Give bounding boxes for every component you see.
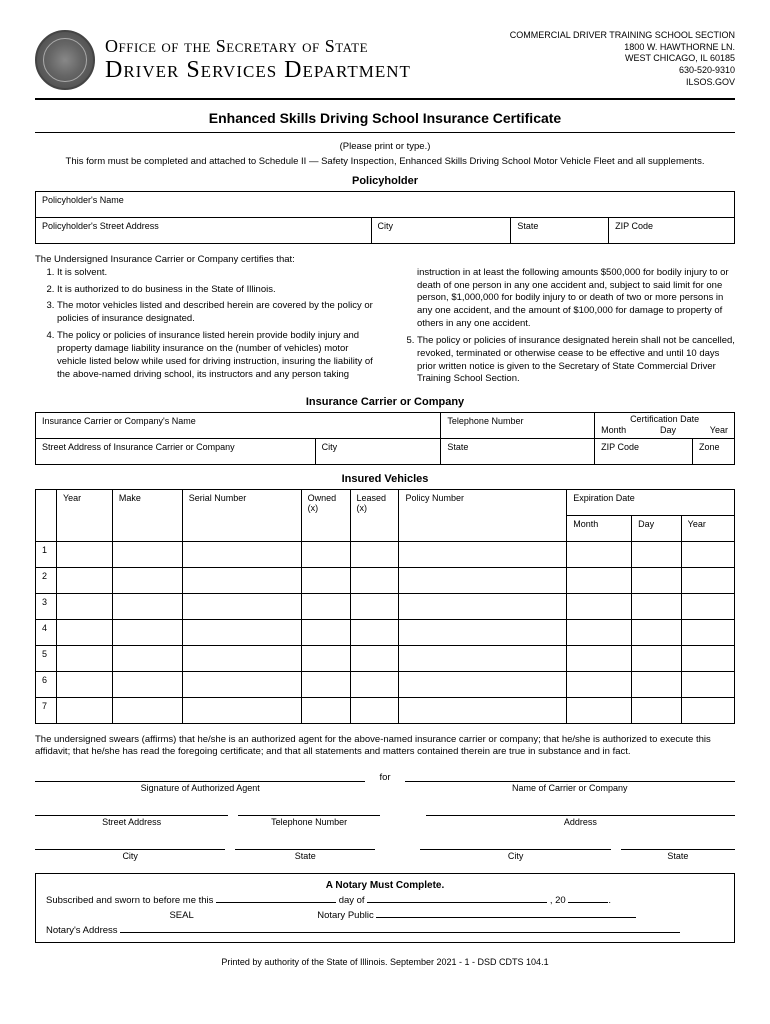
table-row: 7 xyxy=(36,698,735,724)
carrier-city-field[interactable]: City xyxy=(315,439,441,465)
cert-date-label: Certification Date xyxy=(595,413,734,425)
cert-item-3: The motor vehicles listed and described … xyxy=(57,300,375,326)
state-line-2[interactable] xyxy=(621,849,735,850)
signature-row-1: Signature of Authorized Agent for Name o… xyxy=(35,767,735,793)
carrier-heading: Insurance Carrier or Company xyxy=(35,396,735,408)
affirmation-text: The undersigned swears (affirms) that he… xyxy=(35,734,735,759)
notary-public-blank[interactable] xyxy=(376,917,636,918)
address-label: Address xyxy=(426,817,735,827)
title-divider xyxy=(35,132,735,133)
col-owned: Owned(x) xyxy=(301,490,350,542)
notary-public-label: Notary Public xyxy=(317,910,374,921)
col-leased: Leased(x) xyxy=(350,490,399,542)
certification-intro: The Undersigned Insurance Carrier or Com… xyxy=(35,254,735,267)
website: ILSOS.GOV xyxy=(510,77,735,89)
section-name: COMMERCIAL DRIVER TRAINING SCHOOL SECTIO… xyxy=(510,30,735,42)
city-label-2: City xyxy=(420,851,610,861)
notary-address-blank[interactable] xyxy=(120,932,680,933)
carrier-zip-field[interactable]: ZIP Code xyxy=(595,439,693,465)
notary-address-label: Notary's Address xyxy=(46,925,118,936)
notary-box: A Notary Must Complete. Subscribed and s… xyxy=(35,873,735,943)
instruction-attach: This form must be completed and attached… xyxy=(35,156,735,167)
notary-day-blank[interactable] xyxy=(216,902,336,903)
carrier-address-field[interactable]: Street Address of Insurance Carrier or C… xyxy=(36,439,316,465)
footer-text: Printed by authority of the State of Ill… xyxy=(35,957,735,967)
notary-year-blank[interactable] xyxy=(568,902,608,903)
carrier-name-line[interactable] xyxy=(405,781,735,782)
carrier-state-field[interactable]: State xyxy=(441,439,595,465)
cert-item-1: It is solvent. xyxy=(57,267,375,280)
cert-item-2: It is authorized to do business in the S… xyxy=(57,284,375,297)
policyholder-name-field[interactable]: Policyholder's Name xyxy=(36,192,735,218)
office-name: Office of the Secretary of State xyxy=(105,36,411,57)
table-row: 3 xyxy=(36,594,735,620)
col-expiration: Expiration Date xyxy=(567,490,735,516)
header-divider xyxy=(35,98,735,100)
table-row: 5 xyxy=(36,646,735,672)
state-line-1[interactable] xyxy=(235,849,375,850)
certification-block: The Undersigned Insurance Carrier or Com… xyxy=(35,254,735,386)
for-text: for xyxy=(375,772,394,783)
col-policy: Policy Number xyxy=(399,490,567,542)
policyholder-table: Policyholder's Name Policyholder's Stree… xyxy=(35,191,735,244)
phone-label: Telephone Number xyxy=(238,817,380,827)
header-left: Office of the Secretary of State Driver … xyxy=(35,30,411,90)
carrier-certdate-field[interactable]: Certification Date Month Day Year xyxy=(595,413,735,439)
header-contact: COMMERCIAL DRIVER TRAINING SCHOOL SECTIO… xyxy=(510,30,735,88)
col-make: Make xyxy=(112,490,182,542)
form-title: Enhanced Skills Driving School Insurance… xyxy=(35,110,735,126)
carrier-phone-field[interactable]: Telephone Number xyxy=(441,413,595,439)
carrier-name-field[interactable]: Insurance Carrier or Company's Name xyxy=(36,413,441,439)
cert-month-label: Month xyxy=(601,425,626,435)
policyholder-city-field[interactable]: City xyxy=(371,218,511,244)
city-label-1: City xyxy=(35,851,225,861)
agent-signature-line[interactable] xyxy=(35,781,365,782)
cert-day-label: Day xyxy=(660,425,676,435)
notary-sworn-line: Subscribed and sworn to before me this d… xyxy=(46,895,724,906)
phone-line[interactable] xyxy=(238,815,380,816)
state-label-1: State xyxy=(235,851,375,861)
instruction-print: (Please print or type.) xyxy=(35,141,735,152)
state-seal-icon xyxy=(35,30,95,90)
department-titles: Office of the Secretary of State Driver … xyxy=(105,36,411,84)
col-exp-day: Day xyxy=(632,516,682,542)
table-row: 4 xyxy=(36,620,735,646)
policyholder-heading: Policyholder xyxy=(35,175,735,187)
carrier-zone-field[interactable]: Zone xyxy=(693,439,735,465)
signature-row-3: City State City State xyxy=(35,835,735,861)
agent-signature-label: Signature of Authorized Agent xyxy=(35,783,365,793)
cert-year-label: Year xyxy=(710,425,728,435)
city-line-2[interactable] xyxy=(420,849,610,850)
col-exp-month: Month xyxy=(567,516,632,542)
policyholder-address-field[interactable]: Policyholder's Street Address xyxy=(36,218,372,244)
policyholder-state-field[interactable]: State xyxy=(511,218,609,244)
address-line2: WEST CHICAGO, IL 60185 xyxy=(510,53,735,65)
col-serial: Serial Number xyxy=(182,490,301,542)
notary-heading: A Notary Must Complete. xyxy=(46,880,724,891)
cert-item-5: The policy or policies of insurance desi… xyxy=(417,335,735,386)
table-row: 1 xyxy=(36,542,735,568)
page-header: Office of the Secretary of State Driver … xyxy=(35,30,735,90)
carrier-name-label: Name of Carrier or Company xyxy=(405,783,735,793)
state-label-2: State xyxy=(621,851,735,861)
street-label: Street Address xyxy=(35,817,228,827)
policyholder-zip-field[interactable]: ZIP Code xyxy=(609,218,735,244)
address-line[interactable] xyxy=(426,815,735,816)
phone-number: 630-520-9310 xyxy=(510,65,735,77)
table-row: 6 xyxy=(36,672,735,698)
vehicles-heading: Insured Vehicles xyxy=(35,473,735,485)
address-line1: 1800 W. HAWTHORNE LN. xyxy=(510,42,735,54)
department-name: Driver Services Department xyxy=(105,57,411,84)
notary-seal-label: SEAL xyxy=(46,910,317,921)
col-exp-year: Year xyxy=(681,516,734,542)
table-row: 2 xyxy=(36,568,735,594)
vehicles-table: Year Make Serial Number Owned(x) Leased(… xyxy=(35,489,735,724)
street-line[interactable] xyxy=(35,815,228,816)
col-year: Year xyxy=(56,490,112,542)
city-line-1[interactable] xyxy=(35,849,225,850)
notary-month-blank[interactable] xyxy=(367,902,547,903)
carrier-table: Insurance Carrier or Company's Name Tele… xyxy=(35,412,735,465)
signature-row-2: Street Address Telephone Number Address xyxy=(35,801,735,827)
